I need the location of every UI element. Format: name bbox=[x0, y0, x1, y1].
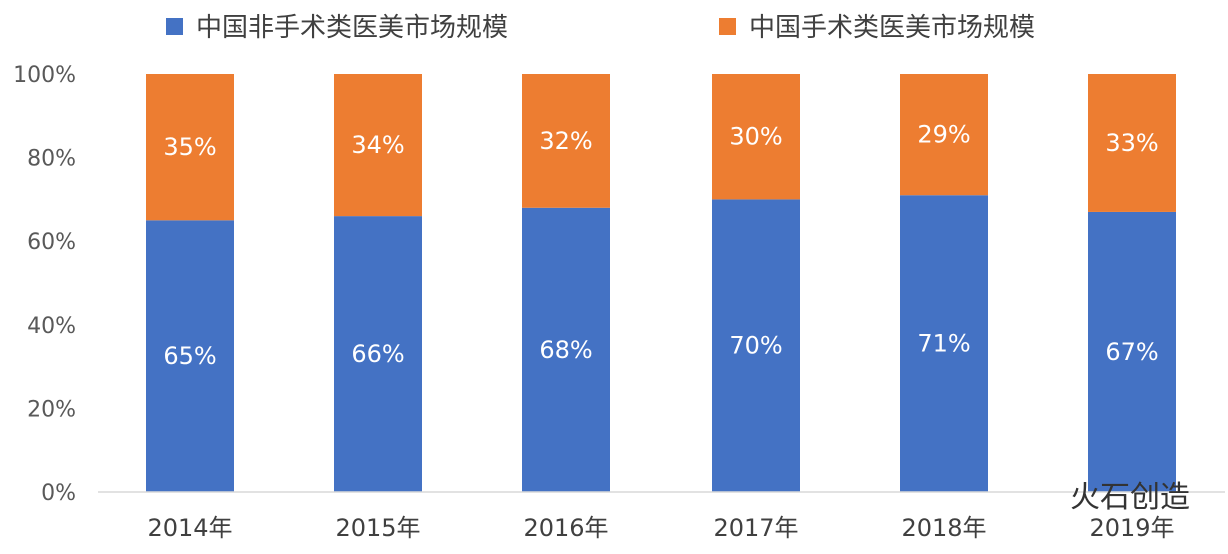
bar-segment-surgical bbox=[1088, 74, 1176, 212]
bar-segment-non-surgical bbox=[522, 207, 610, 492]
x-tick-label: 2017年 bbox=[713, 514, 798, 542]
y-tick-label: 100% bbox=[13, 63, 76, 88]
y-tick-label: 60% bbox=[27, 230, 76, 255]
bars: 65% 35% 66% 34% 68% 32% 70% 30% 71% 29% 67% 33% bbox=[146, 74, 1176, 493]
y-tick-label: 0% bbox=[41, 481, 76, 506]
x-tick-label: 2016年 bbox=[523, 514, 608, 542]
x-tick-label: 2015年 bbox=[335, 514, 420, 542]
data-label: 32% bbox=[539, 127, 592, 155]
bar-segment-surgical bbox=[712, 74, 800, 200]
data-label: 67% bbox=[1105, 338, 1158, 366]
x-axis: 2014年 2015年 2016年 2017年 2018年 2019年 bbox=[147, 514, 1174, 542]
bar-segment-non-surgical bbox=[1088, 211, 1176, 492]
y-axis: 0% 20% 40% 60% 80% 100% bbox=[13, 63, 76, 506]
bar-segment-non-surgical bbox=[900, 195, 988, 492]
bar-segment-non-surgical bbox=[146, 220, 234, 493]
bar-segment-surgical bbox=[522, 74, 610, 208]
legend: 中国非手术类医美市场规模 中国手术类医美市场规模 bbox=[166, 13, 1035, 43]
bar-segment-surgical bbox=[900, 74, 988, 196]
y-tick-label: 80% bbox=[27, 147, 76, 172]
x-tick-label: 2014年 bbox=[147, 514, 232, 542]
data-label: 30% bbox=[729, 123, 782, 151]
data-label: 66% bbox=[351, 340, 404, 368]
bar-segment-non-surgical bbox=[334, 216, 422, 492]
data-label: 68% bbox=[539, 336, 592, 364]
legend-swatch bbox=[166, 18, 183, 35]
data-label: 71% bbox=[917, 330, 970, 358]
legend-label: 中国手术类医美市场规模 bbox=[749, 13, 1035, 43]
bar-segment-non-surgical bbox=[712, 199, 800, 492]
watermark: 火石创造 bbox=[1070, 480, 1190, 515]
bar-segment-surgical bbox=[146, 74, 234, 221]
legend-label: 中国非手术类医美市场规模 bbox=[196, 13, 508, 43]
y-tick-label: 20% bbox=[27, 397, 76, 422]
data-label: 29% bbox=[917, 121, 970, 149]
legend-swatch bbox=[719, 18, 736, 35]
bar-segment-surgical bbox=[334, 74, 422, 217]
data-label: 65% bbox=[163, 342, 216, 370]
y-tick-label: 40% bbox=[27, 314, 76, 339]
data-label: 33% bbox=[1105, 129, 1158, 157]
x-tick-label: 2019年 bbox=[1089, 514, 1174, 542]
data-label: 35% bbox=[163, 133, 216, 161]
data-label: 34% bbox=[351, 131, 404, 159]
x-tick-label: 2018年 bbox=[901, 514, 986, 542]
data-label: 70% bbox=[729, 332, 782, 360]
